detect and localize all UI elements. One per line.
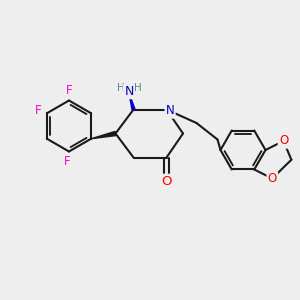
Text: N: N xyxy=(166,104,175,118)
Text: H: H xyxy=(134,82,141,93)
Polygon shape xyxy=(129,93,135,110)
Text: N: N xyxy=(124,85,134,98)
Text: F: F xyxy=(66,83,72,97)
Text: F: F xyxy=(34,104,41,117)
Polygon shape xyxy=(91,131,116,139)
Text: O: O xyxy=(161,175,172,188)
Text: O: O xyxy=(279,134,288,148)
Text: F: F xyxy=(64,155,71,169)
Text: O: O xyxy=(268,172,277,185)
Text: H: H xyxy=(117,82,124,93)
